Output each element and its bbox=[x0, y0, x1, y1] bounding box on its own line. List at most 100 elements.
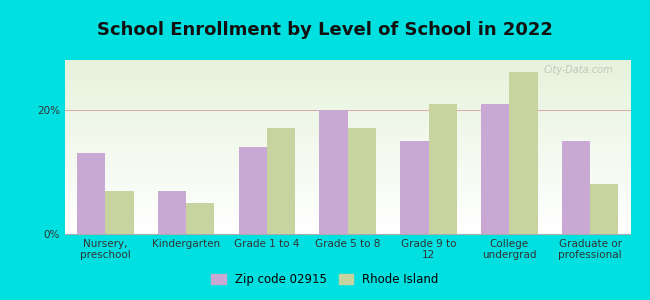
Bar bbox=[65, 224, 630, 225]
Bar bbox=[65, 147, 630, 148]
Bar bbox=[65, 128, 630, 129]
Bar bbox=[65, 94, 630, 95]
Bar bbox=[65, 134, 630, 135]
Bar bbox=[65, 111, 630, 112]
Bar bbox=[481, 103, 510, 234]
Bar bbox=[65, 169, 630, 170]
Bar bbox=[65, 100, 630, 101]
Bar bbox=[65, 91, 630, 92]
Bar bbox=[65, 204, 630, 205]
Bar bbox=[65, 96, 630, 97]
Bar bbox=[65, 192, 630, 193]
Bar bbox=[65, 88, 630, 89]
Bar bbox=[65, 110, 630, 111]
Bar bbox=[65, 89, 630, 90]
Bar bbox=[65, 214, 630, 215]
Bar bbox=[65, 127, 630, 128]
Bar bbox=[65, 101, 630, 102]
Bar bbox=[65, 182, 630, 183]
Bar bbox=[65, 218, 630, 219]
Bar bbox=[65, 222, 630, 223]
Bar bbox=[105, 190, 134, 234]
Bar bbox=[65, 120, 630, 121]
Bar bbox=[65, 233, 630, 234]
Bar bbox=[510, 72, 538, 234]
Bar bbox=[65, 126, 630, 127]
Bar bbox=[65, 205, 630, 206]
Bar bbox=[267, 128, 295, 234]
Bar bbox=[65, 104, 630, 105]
Bar bbox=[65, 71, 630, 72]
Bar bbox=[65, 193, 630, 194]
Bar bbox=[348, 128, 376, 234]
Bar bbox=[65, 131, 630, 132]
Bar bbox=[65, 112, 630, 113]
Bar bbox=[65, 171, 630, 172]
Bar bbox=[65, 67, 630, 68]
Bar bbox=[65, 141, 630, 142]
Bar bbox=[65, 115, 630, 116]
Bar bbox=[65, 232, 630, 233]
Bar bbox=[65, 83, 630, 84]
Bar bbox=[65, 150, 630, 151]
Bar bbox=[65, 188, 630, 189]
Bar bbox=[65, 61, 630, 62]
Bar bbox=[65, 203, 630, 204]
Bar bbox=[65, 117, 630, 118]
Bar bbox=[65, 166, 630, 167]
Bar bbox=[65, 65, 630, 66]
Bar bbox=[65, 114, 630, 115]
Bar bbox=[65, 142, 630, 143]
Bar bbox=[65, 70, 630, 71]
Bar bbox=[65, 186, 630, 187]
Bar bbox=[65, 163, 630, 164]
Bar bbox=[65, 211, 630, 212]
Bar bbox=[65, 220, 630, 221]
Bar bbox=[65, 157, 630, 158]
Bar bbox=[65, 226, 630, 227]
Bar bbox=[65, 154, 630, 155]
Bar bbox=[65, 125, 630, 126]
Bar bbox=[320, 110, 348, 234]
Bar bbox=[65, 107, 630, 108]
Bar bbox=[65, 123, 630, 124]
Bar bbox=[65, 135, 630, 136]
Bar bbox=[65, 62, 630, 63]
Bar bbox=[65, 219, 630, 220]
Bar bbox=[65, 92, 630, 93]
Bar bbox=[65, 140, 630, 141]
Bar bbox=[65, 93, 630, 94]
Bar bbox=[65, 159, 630, 160]
Bar bbox=[65, 132, 630, 133]
Bar bbox=[65, 209, 630, 210]
Bar bbox=[65, 118, 630, 119]
Bar bbox=[65, 103, 630, 104]
Bar bbox=[65, 64, 630, 65]
Bar bbox=[65, 66, 630, 67]
Bar bbox=[65, 199, 630, 200]
Bar bbox=[65, 173, 630, 174]
Bar bbox=[65, 179, 630, 180]
Bar bbox=[65, 200, 630, 201]
Bar bbox=[65, 212, 630, 213]
Bar bbox=[65, 78, 630, 79]
Bar bbox=[65, 87, 630, 88]
Bar bbox=[65, 165, 630, 166]
Bar bbox=[65, 170, 630, 171]
Bar bbox=[65, 122, 630, 123]
Bar bbox=[65, 137, 630, 138]
Bar bbox=[65, 84, 630, 85]
Bar bbox=[186, 203, 214, 234]
Bar bbox=[65, 136, 630, 137]
Bar bbox=[65, 201, 630, 202]
Bar bbox=[65, 99, 630, 100]
Bar bbox=[65, 144, 630, 145]
Bar bbox=[65, 206, 630, 207]
Legend: Zip code 02915, Rhode Island: Zip code 02915, Rhode Island bbox=[207, 269, 443, 291]
Bar bbox=[65, 152, 630, 153]
Bar bbox=[65, 68, 630, 69]
Bar bbox=[65, 138, 630, 139]
Bar bbox=[65, 63, 630, 64]
Bar bbox=[65, 178, 630, 179]
Bar bbox=[77, 153, 105, 234]
